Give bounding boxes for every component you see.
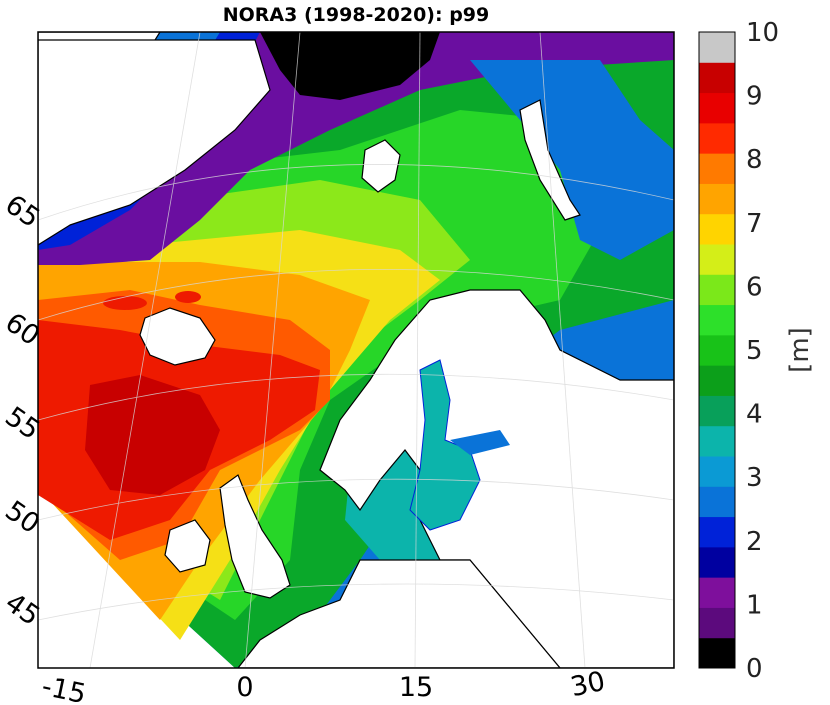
sea-ice — [260, 32, 440, 100]
colorbar-swatch — [699, 62, 735, 94]
colorbar-swatch — [699, 425, 735, 457]
colorbar-swatch — [699, 153, 735, 184]
colorbar-swatch — [699, 92, 735, 124]
graticule — [38, 32, 674, 668]
lon-label: 0 — [236, 672, 253, 703]
land-novaya-zemlya — [519, 99, 581, 221]
colorbar-tick-label: 0 — [746, 654, 763, 684]
colorbar-tick-label: 4 — [746, 400, 763, 430]
colorbar-tick-label: 1 — [746, 590, 763, 620]
colorbar-tick-label: 9 — [746, 82, 763, 112]
map-panel — [38, 32, 674, 668]
colorbar-swatch — [699, 213, 735, 245]
colorbar-swatch — [699, 122, 735, 154]
colorbar-swatch — [699, 486, 735, 518]
wave-hotspot — [103, 296, 147, 310]
colorbar-swatch — [699, 577, 735, 608]
gulf-of-finland — [450, 430, 510, 455]
colorbar-swatch — [699, 274, 735, 306]
lon-label: 15 — [399, 672, 433, 703]
colorbar-frame — [698, 31, 736, 669]
lon-label: -15 — [39, 671, 89, 705]
colorbar-swatch — [699, 304, 735, 336]
colorbar-unit-label: [m] — [785, 327, 815, 373]
wave-zone-dark-red — [85, 375, 220, 495]
colorbar-swatch — [699, 183, 735, 215]
colorbar-swatch — [699, 32, 735, 63]
land-svalbard — [361, 139, 401, 193]
land-scandinavia — [319, 289, 674, 668]
colorbar-swatch — [699, 637, 735, 669]
colorbar-swatch — [699, 546, 735, 578]
wave-hotspot — [175, 291, 201, 303]
baltic-sea — [409, 359, 481, 531]
colorbar-tick-label: 3 — [746, 463, 763, 493]
colorbar-swatch — [699, 607, 735, 639]
colorbar-tick-label: 5 — [746, 336, 763, 366]
colorbar-tick-label: 8 — [746, 145, 763, 175]
land-iceland — [139, 307, 216, 366]
colorbar-tick-labels: 0 1 2 3 4 5 6 7 8 9 10 — [746, 18, 779, 684]
land-ireland — [164, 519, 211, 573]
colorbar-swatch — [699, 516, 735, 548]
colorbar-swatch — [699, 395, 735, 427]
colorbar-tick-label: 6 — [746, 272, 763, 302]
colorbar-swatch — [699, 244, 735, 275]
colorbar — [698, 31, 736, 669]
colorbar-swatch — [699, 334, 735, 366]
land-greenland-east — [38, 39, 271, 246]
colorbar-tick-label: 2 — [746, 527, 763, 557]
colorbar-swatch — [699, 365, 735, 396]
colorbar-swatch — [699, 456, 735, 487]
land-europe — [237, 559, 561, 668]
colorbar-tick-label: 7 — [746, 209, 763, 239]
map-title: NORA3 (1998-2020): p99 — [222, 4, 490, 26]
map-frame — [37, 31, 675, 669]
lon-label: 30 — [568, 666, 608, 703]
land-great-britain — [219, 474, 291, 599]
longitude-labels: -15 0 15 30 — [39, 666, 608, 705]
colorbar-tick-label: 10 — [746, 18, 779, 48]
